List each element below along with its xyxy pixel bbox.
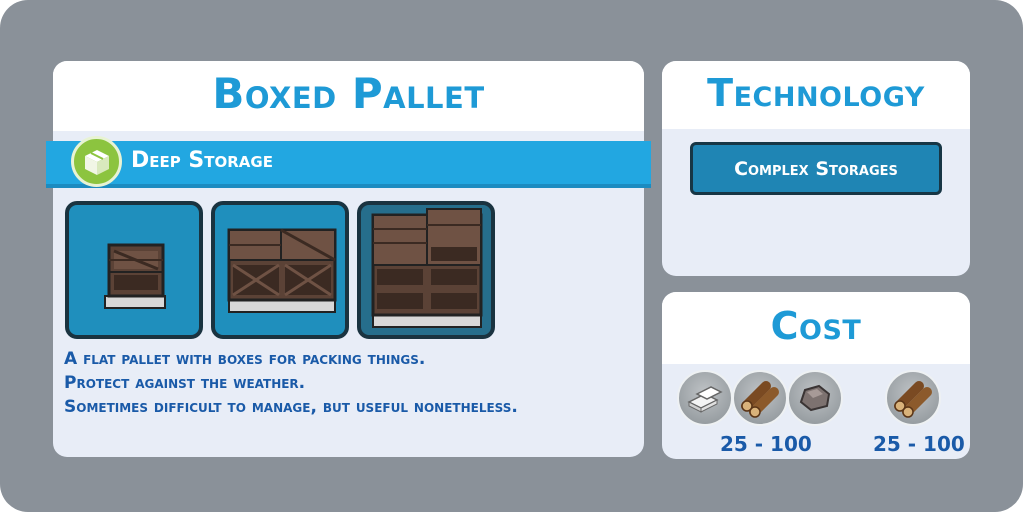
description-line: Protect against the weather.: [64, 373, 306, 393]
technology-title: Technology: [707, 71, 925, 115]
cost-range: 25 - 100: [720, 432, 812, 456]
technology-button[interactable]: Complex Storages: [690, 142, 942, 195]
description-line: A flat pallet with boxes for packing thi…: [64, 349, 426, 369]
variant-small-boxed-pallet[interactable]: [65, 201, 203, 339]
category-banner: [46, 141, 651, 188]
variant-large-boxed-pallet[interactable]: [357, 201, 495, 339]
logs-icon: [885, 370, 941, 426]
item-panel-header: Boxed Pallet: [53, 61, 644, 131]
technology-panel: Technology: [662, 61, 970, 276]
box-icon: [71, 136, 122, 187]
description-line: Sometimes difficult to manage, but usefu…: [64, 397, 518, 417]
item-title: Boxed Pallet: [212, 69, 485, 118]
cost-header: Cost: [662, 292, 970, 364]
logs-icon: [732, 370, 788, 426]
cost-title: Cost: [770, 304, 862, 348]
technology-header: Technology: [662, 61, 970, 129]
cost-range: 25 - 100: [873, 432, 965, 456]
item-description: A flat pallet with boxes for packing thi…: [64, 347, 634, 419]
variant-medium-boxed-pallet[interactable]: [211, 201, 349, 339]
stone-icon: [787, 370, 843, 426]
metal-bars-icon: [677, 370, 733, 426]
category-label: Deep Storage: [131, 148, 273, 173]
